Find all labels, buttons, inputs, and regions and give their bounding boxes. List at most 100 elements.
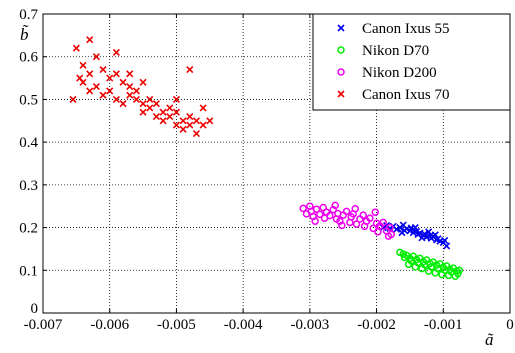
data-point bbox=[312, 205, 321, 213]
data-point bbox=[152, 112, 160, 121]
data-point bbox=[159, 108, 167, 116]
data-point bbox=[172, 108, 180, 116]
data-point bbox=[179, 125, 187, 133]
data-point bbox=[342, 207, 351, 216]
data-point bbox=[159, 117, 167, 125]
data-point bbox=[86, 70, 94, 78]
data-point bbox=[192, 130, 201, 138]
legend: Canon Ixus 55 Nikon D70 Nikon D200 Canon Ix… bbox=[312, 13, 511, 111]
data-point bbox=[455, 266, 464, 275]
data-point bbox=[92, 53, 100, 61]
data-point bbox=[79, 78, 87, 86]
data-point bbox=[186, 112, 194, 121]
data-point bbox=[438, 270, 446, 279]
data-point bbox=[444, 271, 453, 280]
data-point bbox=[106, 87, 114, 95]
data-point bbox=[126, 91, 134, 99]
data-point bbox=[126, 70, 134, 78]
data-point bbox=[166, 104, 174, 112]
series-1 bbox=[396, 248, 464, 281]
data-point bbox=[132, 95, 140, 103]
data-point bbox=[86, 36, 94, 44]
data-point bbox=[418, 234, 426, 242]
data-point bbox=[411, 263, 420, 271]
data-points bbox=[69, 36, 464, 281]
data-point bbox=[92, 83, 100, 91]
x-tick-label: -0.005 bbox=[157, 317, 196, 333]
data-point bbox=[86, 87, 94, 95]
y-tick-label: 0.1 bbox=[19, 263, 38, 279]
y-tick-label: 0.3 bbox=[19, 178, 38, 194]
data-point bbox=[79, 61, 87, 69]
data-point bbox=[431, 269, 440, 277]
data-point bbox=[172, 121, 180, 129]
series-0 bbox=[379, 221, 451, 250]
data-point bbox=[359, 211, 367, 219]
data-point bbox=[132, 87, 140, 95]
data-point bbox=[146, 95, 154, 103]
data-point bbox=[179, 117, 187, 125]
data-point bbox=[152, 100, 160, 108]
data-point bbox=[186, 121, 194, 129]
data-point bbox=[432, 261, 441, 269]
data-point bbox=[139, 78, 147, 86]
data-point bbox=[386, 223, 394, 232]
data-point bbox=[69, 95, 77, 103]
data-point bbox=[425, 228, 433, 236]
data-point bbox=[431, 231, 439, 239]
data-point bbox=[99, 65, 107, 74]
data-point bbox=[369, 224, 377, 233]
data-point bbox=[441, 236, 449, 244]
data-point bbox=[384, 232, 393, 240]
legend-label: Canon Ixus 70 bbox=[362, 87, 450, 103]
legend-marker bbox=[337, 24, 345, 32]
data-point bbox=[146, 104, 154, 112]
legend-marker bbox=[337, 46, 345, 54]
data-point bbox=[398, 229, 406, 237]
data-point bbox=[166, 112, 174, 121]
y-tick-label: 0.7 bbox=[19, 7, 38, 23]
data-point bbox=[106, 74, 114, 82]
data-point bbox=[338, 221, 346, 230]
legend-marker bbox=[337, 90, 345, 98]
y-tick-label: 0 bbox=[31, 301, 39, 317]
y-tick-label: 0.4 bbox=[19, 135, 38, 151]
data-point bbox=[186, 65, 194, 74]
data-point bbox=[126, 83, 134, 91]
x-tick-label: -0.001 bbox=[424, 317, 463, 333]
x-tick-label: -0.002 bbox=[357, 317, 396, 333]
data-point bbox=[411, 224, 419, 232]
legend-label: Nikon D200 bbox=[362, 65, 437, 81]
data-point bbox=[112, 70, 120, 78]
y-tick-label: 0.2 bbox=[19, 221, 38, 237]
series-2 bbox=[299, 201, 395, 240]
data-point bbox=[451, 272, 460, 281]
data-point bbox=[366, 214, 374, 222]
data-point bbox=[119, 100, 127, 108]
x-tick-label: -0.006 bbox=[90, 317, 129, 333]
data-point bbox=[424, 267, 433, 275]
data-point bbox=[418, 264, 426, 273]
series-3 bbox=[69, 36, 214, 138]
x-tick-label: -0.007 bbox=[24, 317, 63, 333]
legend-label: Canon Ixus 55 bbox=[362, 21, 450, 37]
data-point bbox=[139, 108, 147, 116]
data-point bbox=[72, 44, 80, 52]
data-point bbox=[443, 242, 451, 250]
x-axis-label: ã bbox=[485, 330, 494, 349]
data-point bbox=[399, 250, 408, 258]
plot-frame bbox=[42, 13, 511, 314]
legend-entries: Canon Ixus 55 Nikon D70 Nikon D200 Canon Ix… bbox=[337, 21, 450, 103]
data-point bbox=[316, 210, 324, 219]
data-point bbox=[199, 104, 207, 112]
x-tick-label: -0.004 bbox=[224, 317, 263, 333]
data-point bbox=[379, 218, 387, 227]
data-point bbox=[112, 95, 120, 103]
legend-label: Nikon D70 bbox=[362, 43, 429, 59]
legend-marker bbox=[337, 68, 345, 76]
y-axis-label: b̃ bbox=[20, 25, 29, 44]
y-tick-label: 0.5 bbox=[19, 92, 38, 108]
data-point bbox=[112, 48, 120, 57]
axis-ticks: -0.007 -0.006 -0.005 -0.004 -0.003 -0.002 -0.0… bbox=[19, 7, 514, 333]
data-point bbox=[206, 117, 214, 125]
